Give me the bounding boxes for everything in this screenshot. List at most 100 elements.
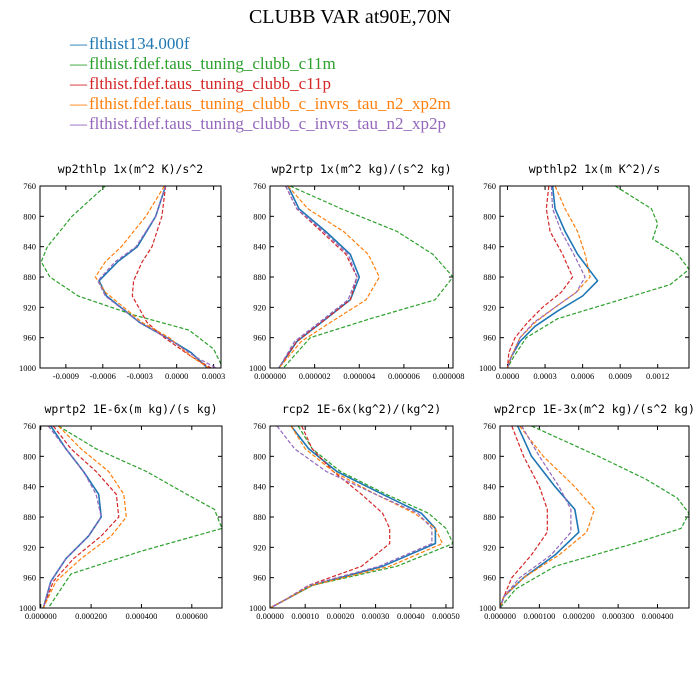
plot-frame	[39, 185, 222, 369]
y-tick-label: 960	[253, 333, 266, 343]
series-group	[506, 186, 689, 368]
y-tick-label: 840	[483, 242, 496, 252]
legend-item: — flthist.fdef.taus_tuning_clubb_c11p	[70, 74, 451, 94]
x-tick-label: 0.000200	[75, 611, 107, 621]
x-tick-label: 0.000600	[176, 611, 208, 621]
x-tick-label: 0.0000	[496, 371, 519, 381]
series-group	[270, 426, 453, 608]
series-group	[500, 426, 689, 608]
series-line	[278, 186, 361, 368]
series-line	[506, 186, 586, 368]
series-line	[500, 426, 572, 608]
series-line	[500, 426, 548, 608]
panel: wp2rtp 1x(m^2 kg)/(s^2 kg) 760 800 840 880 92…	[249, 162, 464, 381]
x-tick-label: 0.000004	[343, 371, 376, 381]
y-tick-label: 1000	[479, 603, 496, 613]
x-tick-label: 0.0000	[165, 371, 188, 381]
y-tick-label: 880	[483, 512, 496, 522]
y-tick-label: 1000	[19, 363, 36, 373]
y-tick-label: 760	[483, 181, 496, 191]
y-tick-label: 1000	[249, 363, 266, 373]
y-tick-label: 760	[23, 181, 36, 191]
x-tick-label: 0.000000	[254, 371, 286, 381]
series-line	[506, 186, 599, 368]
series-line	[42, 426, 102, 608]
series-line	[500, 426, 689, 608]
legend-label: flthist.fdef.taus_tuning_clubb_c11m	[89, 54, 336, 73]
series-line	[131, 186, 212, 368]
y-tick-label: 880	[23, 272, 36, 282]
y-tick-label: 880	[253, 272, 266, 282]
series-line	[278, 186, 380, 368]
panel: wprtp2 1E-6x(m kg)/(s kg) 760 800 840 880 920…	[19, 402, 223, 621]
y-tick-label: 920	[23, 302, 36, 312]
series-group	[42, 426, 222, 608]
y-tick-label: 1000	[479, 363, 496, 373]
legend-label: flthist.fdef.taus_tuning_clubb_c11p	[89, 74, 332, 93]
y-tick-label: 1000	[249, 603, 266, 613]
x-tick-label: 0.0003	[533, 371, 556, 381]
y-tick-label: 960	[483, 333, 496, 343]
x-tick-label: 0.000000	[25, 611, 57, 621]
panel: rcp2 1E-6x(kg^2)/(kg^2) 760 800 840 880 920 96…	[249, 402, 460, 621]
x-tick-label: 0.000400	[642, 611, 674, 621]
plot-frame	[499, 185, 690, 369]
y-tick-label: 960	[253, 573, 266, 583]
panel: wpthlp2 1x(m K^2)/s 760 800 840 880 920 960 100…	[479, 162, 690, 381]
y-tick-label: 800	[23, 451, 36, 461]
legend-swatch: —	[70, 34, 87, 53]
y-tick-label: 920	[253, 542, 266, 552]
y-tick-label: 920	[253, 302, 266, 312]
x-tick-label: -0.0006	[90, 371, 116, 381]
legend-swatch: —	[70, 54, 87, 73]
y-tick-label: 840	[253, 242, 266, 252]
x-tick-label: 0.00030	[362, 611, 390, 621]
series-line	[270, 426, 443, 608]
x-tick-label: 0.000400	[126, 611, 158, 621]
x-tick-label: 0.00010	[291, 611, 319, 621]
x-tick-label: 0.00050	[432, 611, 460, 621]
x-tick-label: 0.000100	[523, 611, 555, 621]
series-group	[40, 186, 221, 368]
legend-item: — flthist.fdef.taus_tuning_clubb_c_invrs_…	[70, 114, 451, 134]
panel: wp2rcp 1E-3x(m^2 kg)/(s^2 kg) 760 800 840 88…	[479, 402, 695, 621]
x-tick-label: 0.0006	[571, 371, 594, 381]
y-tick-label: 880	[253, 512, 266, 522]
plot-frame	[499, 425, 690, 609]
y-tick-label: 840	[23, 242, 36, 252]
x-tick-label: -0.0009	[53, 371, 79, 381]
panel-title: rcp2 1E-6x(kg^2)/(kg^2)	[282, 402, 441, 416]
x-tick-label: 0.000300	[602, 611, 634, 621]
series-line	[278, 186, 358, 368]
legend-swatch: —	[70, 114, 87, 133]
plot-frame	[269, 185, 454, 369]
plot-frame	[269, 425, 454, 609]
legend-swatch: —	[70, 94, 87, 113]
y-tick-label: 840	[253, 482, 266, 492]
series-line	[42, 426, 127, 608]
series-line	[47, 426, 222, 608]
series-line	[506, 186, 689, 368]
legend-item: — flthist.fdef.taus_tuning_clubb_c_invrs_…	[70, 94, 451, 114]
x-tick-label: 0.0003	[202, 371, 225, 381]
x-tick-label: 0.00020	[327, 611, 355, 621]
y-tick-label: 920	[483, 302, 496, 312]
series-line	[97, 186, 217, 368]
x-tick-label: 0.000006	[388, 371, 420, 381]
series-line	[282, 186, 453, 368]
y-tick-label: 960	[483, 573, 496, 583]
series-line	[98, 186, 209, 368]
series-line	[270, 426, 433, 608]
x-tick-label: 0.00040	[397, 611, 425, 621]
y-tick-label: 800	[483, 451, 496, 461]
y-tick-label: 800	[253, 451, 266, 461]
panel-title: wp2rcp 1E-3x(m^2 kg)/(s^2 kg)	[494, 402, 695, 416]
legend-swatch: —	[70, 74, 87, 93]
y-tick-label: 760	[483, 421, 496, 431]
legend-item: — flthist134.000f	[70, 34, 451, 54]
y-tick-label: 760	[23, 421, 36, 431]
series-line	[270, 426, 453, 608]
panel-title: wp2rtp 1x(m^2 kg)/(s^2 kg)	[271, 162, 451, 176]
x-tick-label: 0.000000	[484, 611, 516, 621]
series-line	[270, 426, 437, 608]
